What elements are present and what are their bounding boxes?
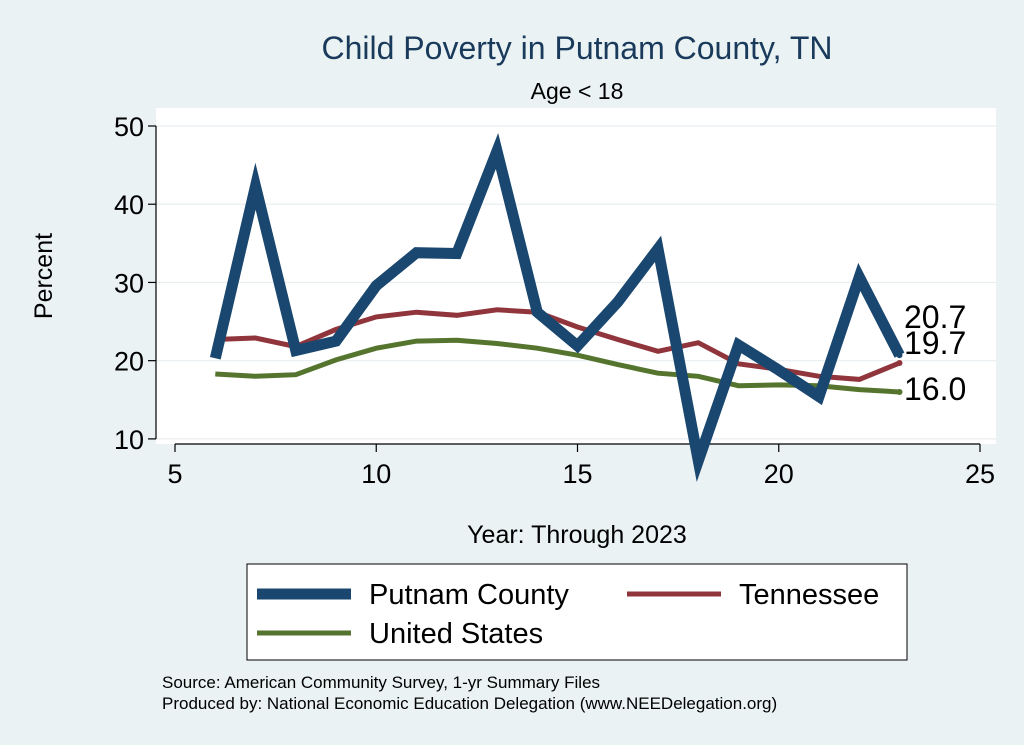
y-axis-label: Percent xyxy=(30,233,58,319)
chart-title: Child Poverty in Putnam County, TN xyxy=(321,30,832,66)
end-point-united-states xyxy=(897,389,903,395)
x-tick-label-10: 10 xyxy=(361,459,391,489)
end-label-united-states: 16.0 xyxy=(904,371,966,407)
y-tick-label-20: 20 xyxy=(114,347,144,377)
legend-label-putnam-county: Putnam County xyxy=(369,579,569,611)
x-tick-label-15: 15 xyxy=(562,459,592,489)
legend-label-united-states: United States xyxy=(369,618,543,650)
y-tick-label-50: 50 xyxy=(114,112,144,142)
chart-subtitle: Age < 18 xyxy=(531,78,624,104)
chart: Child Poverty in Putnam County, TN Age <… xyxy=(0,0,1024,745)
legend-label-tennessee: Tennessee xyxy=(739,579,879,611)
x-tick-label-20: 20 xyxy=(764,459,794,489)
end-point-putnam-county xyxy=(897,352,903,358)
y-tick-label-10: 10 xyxy=(114,425,144,455)
x-tick-label-5: 5 xyxy=(167,459,182,489)
end-point-tennessee xyxy=(897,360,903,366)
end-label-tennessee: 19.7 xyxy=(904,325,966,361)
y-tick-label-30: 30 xyxy=(114,268,144,298)
end-labels: 20.719.716.0 xyxy=(904,299,966,407)
y-tick-label-40: 40 xyxy=(114,190,144,220)
footer-source: Source: American Community Survey, 1-yr … xyxy=(162,673,600,692)
x-axis-label: Year: Through 2023 xyxy=(467,521,687,549)
x-tick-label-25: 25 xyxy=(965,459,995,489)
footer-produced: Produced by: National Economic Education… xyxy=(162,694,777,713)
